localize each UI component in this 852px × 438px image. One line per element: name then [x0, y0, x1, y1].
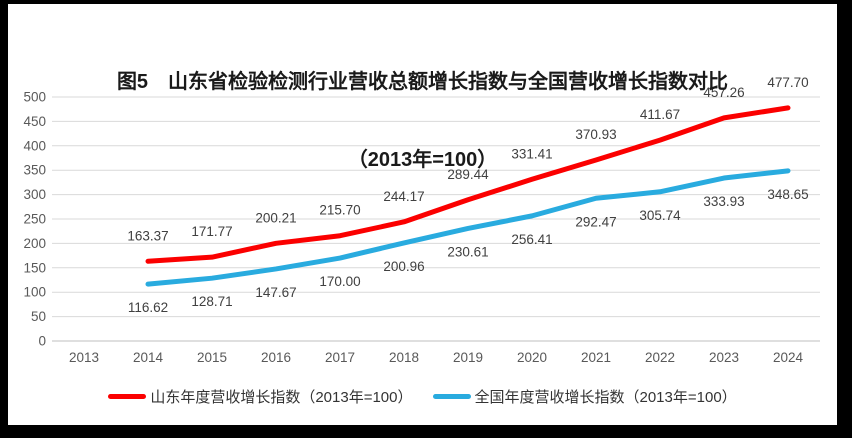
y-axis-tick-label-400: 400 [23, 138, 46, 153]
data-label-0-2021: 370.93 [575, 127, 616, 142]
x-axis-tick-label-2023: 2023 [709, 350, 739, 365]
chart-panel: 图5 山东省检验检测行业营收总额增长指数与全国营收增长指数对比 （2013年=1… [8, 4, 837, 425]
data-label-1-2017: 170.00 [319, 274, 360, 289]
chart-title-line1: 图5 山东省检验检测行业营收总额增长指数与全国营收增长指数对比 [116, 71, 729, 93]
data-label-0-2023: 457.26 [703, 85, 744, 100]
line-chart-plot: 0 50 100 150 200 250 300 350 400 450 500 2013 2014 20… [23, 75, 820, 365]
series-line-0 [145, 105, 791, 264]
x-axis-tick-label-2020: 2020 [517, 350, 547, 365]
chart-legend: 山东年度营收增长指数（2013年=100） 全国年度营收增长指数（2013年=1… [8, 386, 837, 407]
data-label-1-2023: 333.93 [703, 194, 744, 209]
y-axis-tick-label-200: 200 [23, 236, 46, 251]
chart-title-line2: （2013年=100） [347, 149, 498, 171]
legend-label-national: 全国年度营收增长指数（2013年=100） [474, 389, 737, 406]
data-label-1-2021: 292.47 [575, 214, 616, 229]
y-axis-tick-label-50: 50 [31, 309, 46, 324]
legend-label-shandong: 山东年度营收增长指数（2013年=100） [150, 389, 413, 406]
y-axis-tick-label-450: 450 [23, 114, 46, 129]
data-label-0-2018: 244.17 [383, 189, 424, 204]
legend-item-shandong: 山东年度营收增长指数（2013年=100） [108, 386, 413, 407]
data-label-1-2019: 230.61 [447, 244, 488, 259]
y-axis-tick-label-350: 350 [23, 163, 46, 178]
data-label-0-2019: 289.44 [447, 167, 489, 182]
x-axis-tick-label-2015: 2015 [197, 350, 227, 365]
x-axis-tick-label-2013: 2013 [69, 350, 99, 365]
data-label-0-2015: 171.77 [191, 224, 232, 239]
y-axis-tick-label-150: 150 [23, 260, 46, 275]
data-label-0-2017: 215.70 [319, 203, 360, 218]
chart-title: 图5 山东省检验检测行业营收总额增长指数与全国营收增长指数对比 （2013年=1… [8, 17, 837, 225]
data-label-1-2016: 147.67 [255, 285, 296, 300]
x-axis-tick-label-2017: 2017 [325, 350, 355, 365]
y-axis-tick-label-100: 100 [23, 285, 46, 300]
x-axis-tick-label-2014: 2014 [133, 350, 164, 365]
legend-swatch-shandong-red-line-icon [108, 394, 147, 399]
data-label-1-2022: 305.74 [639, 208, 681, 223]
y-axis-tick-label-500: 500 [23, 90, 46, 105]
data-label-1-2024: 348.65 [767, 187, 808, 202]
data-label-0-2024: 477.70 [767, 75, 808, 90]
y-axis-tick-label-250: 250 [23, 212, 46, 227]
data-label-0-2022: 411.67 [640, 107, 680, 122]
data-label-1-2018: 200.96 [383, 259, 424, 274]
x-axis-tick-label-2016: 2016 [261, 350, 291, 365]
data-label-1-2020: 256.41 [511, 232, 552, 247]
x-axis-tick-label-2022: 2022 [645, 350, 675, 365]
legend-swatch-national-blue-line-icon [432, 394, 471, 399]
data-label-0-2014: 163.37 [127, 228, 168, 243]
x-axis-tick-label-2021: 2021 [581, 350, 611, 365]
data-label-0-2016: 200.21 [255, 210, 296, 225]
y-axis-tick-label-300: 300 [23, 187, 46, 202]
y-axis-tick-label-0: 0 [38, 334, 46, 349]
x-axis-tick-label-2019: 2019 [453, 350, 483, 365]
data-label-0-2020: 331.41 [511, 146, 552, 161]
x-axis-tick-label-2024: 2024 [773, 350, 804, 365]
x-axis-tick-label-2018: 2018 [389, 350, 419, 365]
data-label-1-2015: 128.71 [191, 294, 232, 309]
data-label-1-2014: 116.62 [128, 300, 168, 315]
legend-item-national: 全国年度营收增长指数（2013年=100） [432, 386, 737, 407]
series-line-1 [145, 168, 791, 287]
